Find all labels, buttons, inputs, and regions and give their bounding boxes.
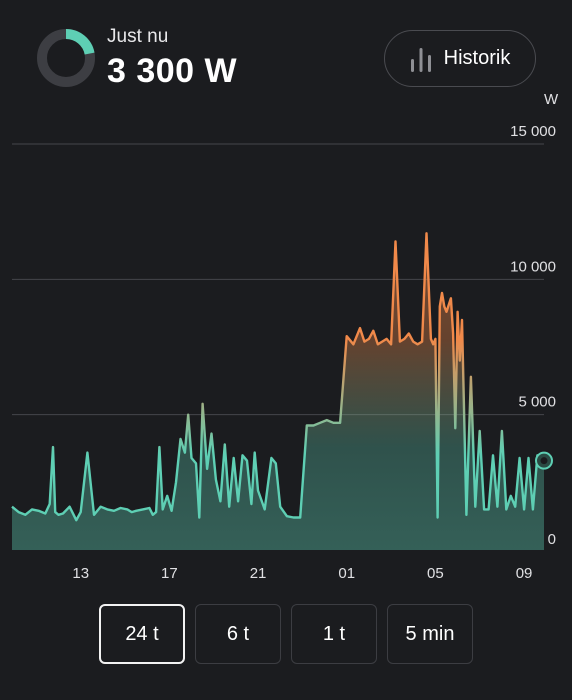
time-range-selector: 24 t 6 t 1 t 5 min xyxy=(0,604,572,664)
y-tick-label: 0 xyxy=(548,531,556,548)
x-tick-label: 09 xyxy=(516,565,533,582)
power-area-fill xyxy=(12,233,544,551)
power-usage-chart-svg: 15 000 10 000 5 000 0 13 17 21 01 05 09 W xyxy=(11,91,559,582)
bar-chart-icon xyxy=(410,47,431,72)
x-tick-label: 05 xyxy=(427,565,444,582)
live-label: Just nu xyxy=(107,26,169,47)
y-axis-unit: W xyxy=(544,91,559,108)
power-series-line xyxy=(11,232,545,522)
current-value-marker-core xyxy=(540,457,548,465)
x-tick-label: 17 xyxy=(161,565,178,582)
y-tick-label: 15 000 xyxy=(510,123,556,140)
range-24h-button[interactable]: 24 t xyxy=(99,604,185,664)
history-button-label: Historik xyxy=(443,47,511,69)
x-tick-label: 01 xyxy=(338,565,355,582)
live-usage-ring-icon xyxy=(37,29,95,87)
live-power-value: 3 300 W xyxy=(107,52,238,90)
x-tick-label: 13 xyxy=(72,565,89,582)
power-usage-chart[interactable]: 15 000 10 000 5 000 0 13 17 21 01 05 09 W xyxy=(0,80,572,590)
live-power-header: Just nu 3 300 W Historik xyxy=(0,0,572,110)
range-5min-button[interactable]: 5 min xyxy=(387,604,473,664)
history-button[interactable]: Historik xyxy=(384,30,536,87)
y-tick-label: 5 000 xyxy=(518,394,556,411)
y-tick-label: 10 000 xyxy=(510,258,556,275)
range-1h-button[interactable]: 1 t xyxy=(291,604,377,664)
x-tick-label: 21 xyxy=(250,565,267,582)
range-6h-button[interactable]: 6 t xyxy=(195,604,281,664)
